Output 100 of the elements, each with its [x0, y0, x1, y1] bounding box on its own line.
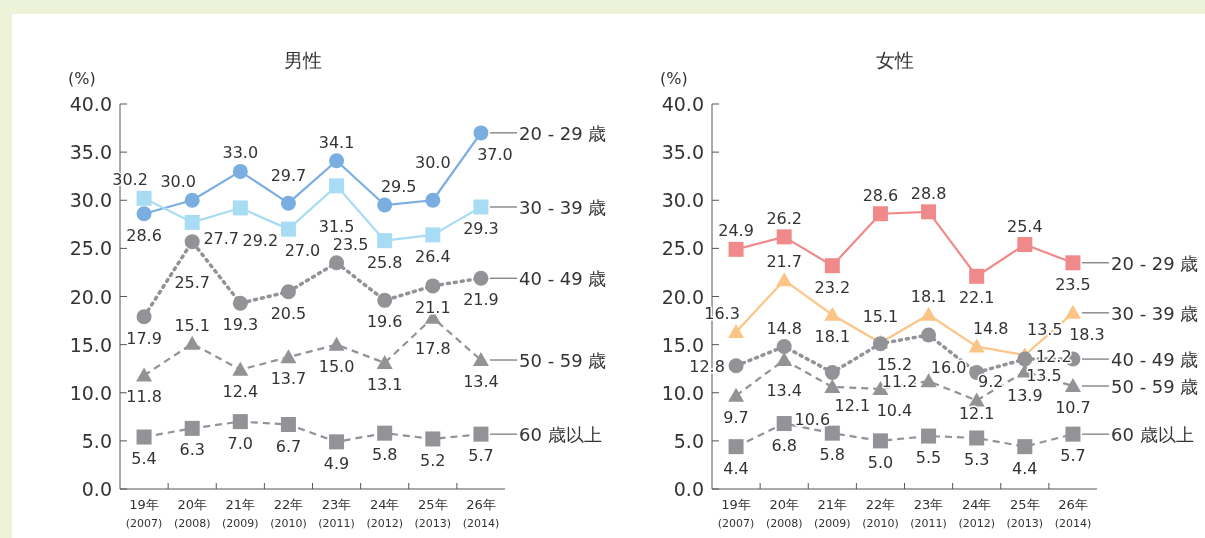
chart-title: 男性: [283, 49, 322, 71]
x-tick-label: 23年 (2011): [910, 497, 947, 530]
point: [280, 284, 296, 300]
point: [776, 272, 793, 287]
point: [136, 429, 152, 445]
data-label: 16.0: [930, 358, 967, 377]
data-label: 25.8: [366, 252, 403, 272]
series-label: 60 歳以上: [519, 424, 602, 446]
y-tick-label: 5.0: [673, 429, 704, 452]
point: [329, 255, 345, 271]
data-label: 23.5: [1055, 274, 1091, 294]
x-tick-label: 24年 (2012): [366, 497, 403, 530]
point: [776, 229, 792, 245]
data-label: 24.9: [718, 221, 754, 241]
point: [968, 338, 985, 353]
point: [184, 214, 200, 230]
data-label: 12.1: [834, 395, 871, 415]
data-label: 22.1: [958, 288, 995, 308]
point: [872, 206, 888, 222]
data-label: 30.2: [112, 170, 148, 190]
data-label: 31.5: [318, 216, 355, 236]
data-label: 13.9: [1007, 386, 1043, 406]
data-label: 10.4: [876, 400, 913, 420]
point: [232, 295, 248, 311]
data-label: 5.2: [420, 450, 446, 470]
data-label: 28.6: [126, 225, 162, 245]
point: [473, 426, 489, 442]
point: [329, 434, 345, 450]
y-tick-label: 20.0: [69, 285, 112, 308]
point: [1065, 255, 1081, 271]
data-label: 5.7: [1060, 446, 1086, 466]
series-label: 20 - 29 歳: [519, 122, 607, 144]
data-label: 23.2: [814, 277, 851, 297]
x-tick-label: 20年 (2008): [765, 497, 803, 530]
x-tick-label: 21年 (2009): [222, 497, 259, 530]
point: [473, 199, 489, 215]
data-label: 6.8: [771, 435, 797, 455]
series-label: 60 歳以上: [1111, 424, 1194, 446]
data-label: 7.0: [227, 433, 254, 453]
point: [184, 420, 200, 436]
data-label: 18.3: [1069, 324, 1105, 344]
point: [969, 430, 985, 446]
point: [425, 192, 441, 208]
y-tick-label: 40.0: [69, 93, 112, 115]
data-label: 5.3: [963, 449, 990, 469]
x-tick-label: 21年 (2009): [814, 497, 851, 530]
point: [728, 358, 744, 374]
series-label: 30 - 39 歳: [519, 196, 607, 218]
data-label: 11.8: [126, 387, 162, 407]
data-label: 21.9: [463, 290, 499, 310]
data-label: 17.9: [126, 328, 162, 348]
point: [425, 278, 441, 294]
point: [1017, 237, 1033, 253]
data-label: 4.4: [723, 458, 749, 478]
point: [377, 233, 393, 249]
point: [1064, 304, 1081, 319]
data-label: 27.7: [203, 229, 239, 249]
data-label: 13.4: [463, 372, 499, 392]
point: [377, 425, 393, 441]
data-label: 23.5: [332, 234, 369, 254]
x-tick-label: 22年 (2010): [862, 497, 899, 530]
point: [232, 200, 248, 216]
y-tick-label: 0.0: [673, 478, 704, 500]
x-tick-label: 24年 (2012): [958, 497, 995, 530]
point: [136, 309, 152, 325]
series-label: 40 - 49 歳: [1111, 349, 1199, 371]
point: [728, 439, 744, 455]
y-axis-title: (%): [68, 69, 96, 88]
data-label: 5.5: [915, 448, 942, 468]
data-label: 21.7: [766, 252, 802, 272]
data-label: 34.1: [318, 132, 355, 152]
point: [136, 367, 153, 382]
point: [280, 195, 296, 211]
point: [184, 234, 200, 250]
data-label: 14.8: [972, 318, 1009, 338]
data-label: 18.1: [910, 286, 947, 306]
series-label: 50 - 59 歳: [519, 350, 607, 372]
data-label: 9.2: [977, 372, 1004, 392]
point: [824, 378, 841, 393]
data-label: 5.8: [371, 445, 398, 465]
point: [329, 153, 345, 169]
point: [280, 221, 296, 237]
y-tick-label: 20.0: [661, 285, 704, 308]
point: [232, 163, 248, 179]
data-label: 19.3: [222, 315, 259, 335]
data-label: 13.1: [366, 374, 403, 394]
series-label: 30 - 39 歳: [1111, 302, 1199, 324]
data-label: 12.1: [958, 403, 995, 423]
point: [776, 416, 792, 432]
data-label: 26.4: [415, 246, 451, 266]
point: [824, 365, 840, 381]
point: [1017, 351, 1033, 367]
point: [824, 306, 841, 321]
data-label: 4.4: [1012, 458, 1038, 478]
data-label: 16.3: [704, 304, 740, 324]
point: [920, 306, 937, 321]
y-tick-label: 30.0: [69, 189, 112, 212]
point: [377, 292, 393, 308]
data-label: 13.5: [1026, 366, 1062, 386]
y-tick-label: 10.0: [69, 381, 112, 404]
